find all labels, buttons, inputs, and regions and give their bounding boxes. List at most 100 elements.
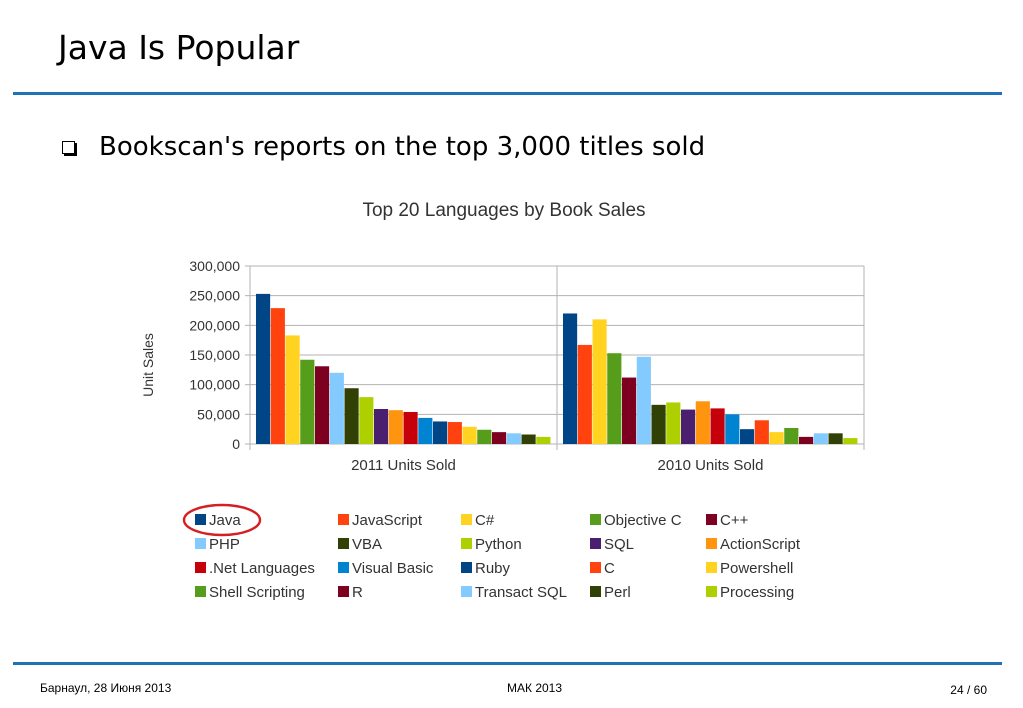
- bar: [506, 433, 521, 444]
- legend-label: PHP: [209, 536, 240, 553]
- legend-label: Processing: [720, 584, 794, 601]
- bar: [784, 427, 799, 444]
- bar: [740, 429, 755, 444]
- bar: [695, 401, 710, 444]
- legend-label: Visual Basic: [352, 560, 434, 577]
- legend-label: Powershell: [720, 560, 793, 577]
- bar: [418, 417, 433, 444]
- bar: [521, 434, 536, 444]
- legend-swatch: [590, 586, 601, 597]
- legend-label: Python: [475, 536, 522, 553]
- legend-swatch: [338, 538, 349, 549]
- bar: [344, 388, 359, 444]
- bar: [374, 408, 389, 444]
- bar: [433, 421, 448, 444]
- legend-swatch: [706, 562, 717, 573]
- legend-label: .Net Languages: [209, 560, 315, 577]
- y-tick-label: 250,000: [189, 288, 240, 304]
- bar: [799, 436, 814, 444]
- bar: [477, 429, 492, 444]
- bar: [256, 293, 271, 444]
- y-axis-label: Unit Sales: [140, 333, 156, 397]
- bar: [492, 432, 507, 444]
- highlight-circle: [182, 503, 262, 537]
- bar: [563, 313, 578, 444]
- legend-swatch: [590, 562, 601, 573]
- bar: [828, 433, 843, 444]
- y-tick-label: 50,000: [197, 406, 240, 422]
- bar: [607, 353, 622, 444]
- legend-label: VBA: [352, 536, 382, 553]
- footer-page-number: 24 / 60: [950, 683, 987, 697]
- bar: [388, 410, 403, 444]
- bar: [577, 344, 592, 444]
- legend-swatch: [590, 538, 601, 549]
- bar: [270, 308, 285, 444]
- bar: [754, 420, 769, 444]
- checkbox-bullet-icon: [62, 140, 75, 154]
- legend-swatch: [338, 514, 349, 525]
- chart-title: Top 20 Languages by Book Sales: [362, 200, 645, 221]
- legend-label: Ruby: [475, 560, 511, 577]
- bar: [447, 422, 462, 444]
- legend-swatch: [461, 586, 472, 597]
- bar: [462, 426, 477, 444]
- bar: [769, 432, 784, 444]
- bar: [329, 372, 344, 444]
- legend-swatch: [195, 538, 206, 549]
- legend-label: C#: [475, 512, 495, 529]
- legend-label: Objective C: [604, 512, 682, 529]
- bar: [359, 397, 374, 444]
- legend-label: C++: [720, 512, 749, 529]
- bar: [315, 366, 330, 444]
- legend-swatch: [706, 514, 717, 525]
- x-category-label: 2010 Units Sold: [658, 457, 764, 474]
- slide-title: Java Is Popular: [58, 28, 300, 67]
- legend-swatch: [706, 586, 717, 597]
- legend-label: Java: [209, 512, 241, 529]
- legend-label: Shell Scripting: [209, 584, 305, 601]
- y-tick-labels: 0 50,000 100,000 150,000 200,000 250,000 300,0…: [189, 258, 240, 452]
- legend-swatch: [461, 514, 472, 525]
- legend-label: Perl: [604, 584, 631, 601]
- legend-label: JavaScript: [352, 512, 423, 529]
- legend-label: Transact SQL: [475, 584, 567, 601]
- x-category-labels: 2011 Units Sold 2010 Units Sold: [351, 457, 763, 474]
- bar: [843, 438, 858, 444]
- legend-swatch: [338, 586, 349, 597]
- legend-swatch: [338, 562, 349, 573]
- bar: [536, 436, 551, 444]
- gridlines: [245, 265, 865, 450]
- legend-swatch: [706, 538, 717, 549]
- legend-label: C: [604, 560, 615, 577]
- bar: [666, 402, 681, 444]
- footer-conference: МАК 2013: [507, 681, 563, 695]
- bar: [592, 319, 607, 444]
- bullet-text: Bookscan's reports on the top 3,000 titl…: [99, 132, 706, 162]
- y-tick-label: 300,000: [189, 258, 240, 274]
- bar: [300, 359, 315, 444]
- bottom-rule: [13, 662, 1002, 665]
- bar: [636, 356, 651, 444]
- bar: [403, 411, 418, 444]
- legend-swatch: [195, 586, 206, 597]
- bars: [256, 293, 858, 444]
- bar: [710, 408, 725, 444]
- bar: [681, 409, 696, 444]
- legend-label: SQL: [604, 536, 634, 553]
- bar: [622, 377, 637, 444]
- y-tick-label: 100,000: [189, 377, 240, 393]
- legend-swatch: [590, 514, 601, 525]
- legend-swatch: [195, 514, 206, 525]
- legend-swatch: [461, 538, 472, 549]
- y-tick-label: 150,000: [189, 347, 240, 363]
- legend: Java JavaScript C# Objective C C++ PHP VBA Pyth…: [182, 503, 801, 601]
- y-tick-label: 0: [232, 436, 240, 452]
- legend-label: ActionScript: [720, 536, 801, 553]
- y-tick-label: 200,000: [189, 317, 240, 333]
- bar: [725, 414, 740, 444]
- legend-swatch: [461, 562, 472, 573]
- bar: [285, 335, 300, 444]
- bar: [651, 404, 666, 444]
